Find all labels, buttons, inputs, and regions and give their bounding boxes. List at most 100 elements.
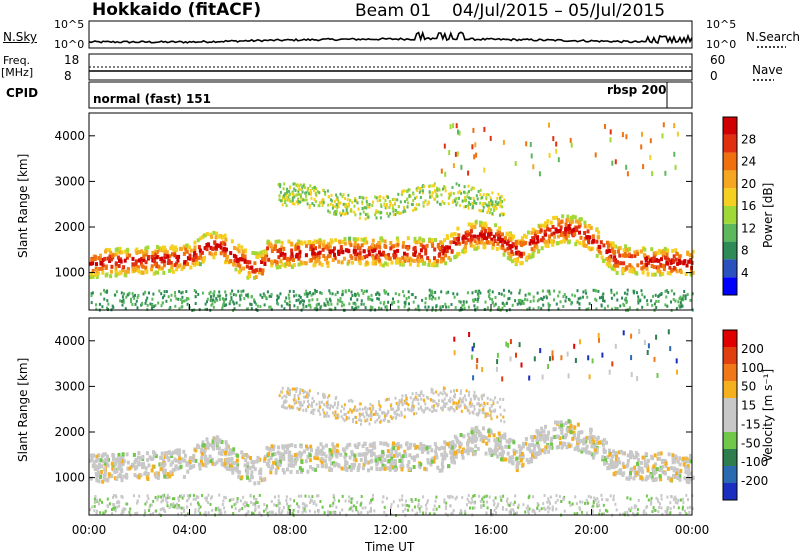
heatmap-cell: [309, 291, 312, 295]
heatmap-cell: [435, 259, 439, 264]
heatmap-cell: [211, 495, 213, 499]
heatmap-cell: [396, 198, 399, 202]
heatmap-cell: [471, 500, 474, 504]
heatmap-cell: [445, 453, 449, 458]
heatmap-cell: [479, 437, 483, 442]
heatmap-cell: [277, 445, 281, 450]
heatmap-cell: [522, 251, 526, 256]
heatmap-cell: [252, 460, 256, 465]
heatmap-cell: [383, 290, 386, 294]
heatmap-cell: [496, 454, 500, 459]
heatmap-cell: [202, 233, 206, 238]
heatmap-cell: [227, 451, 231, 456]
heatmap-cell: [417, 258, 421, 263]
heatmap-cell: [406, 190, 409, 193]
heatmap-cell: [483, 226, 487, 231]
heatmap-cell: [313, 239, 317, 244]
heatmap-cell: [363, 255, 367, 260]
heatmap-cell: [371, 404, 374, 408]
heatmap-cell: [263, 294, 266, 298]
heatmap-cell: [500, 498, 503, 502]
heatmap-cell: [637, 301, 640, 305]
heatmap-cell: [281, 386, 284, 390]
heatmap-cell: [336, 206, 339, 209]
heatmap-cell: [433, 442, 437, 446]
heatmap-cell: [655, 306, 658, 309]
heatmap-cell: [497, 306, 500, 309]
heatmap-cell: [279, 390, 282, 394]
heatmap-cell: [452, 237, 456, 242]
heatmap-cell: [147, 254, 151, 259]
heatmap-cell: [401, 398, 403, 402]
heatmap-cell: [595, 307, 598, 311]
heatmap-cell: [547, 449, 551, 454]
heatmap-cell: [94, 266, 98, 271]
heatmap-cell: [586, 450, 590, 455]
heatmap-cell: [616, 307, 619, 310]
heatmap-cell: [259, 476, 263, 481]
heatmap-cell: [408, 445, 412, 450]
heatmap-cell: [385, 262, 389, 267]
heatmap-cell: [364, 506, 367, 510]
heatmap-cell: [169, 246, 173, 251]
heatmap-cell: [617, 450, 621, 455]
heatmap-cell: [170, 244, 174, 249]
heatmap-cell: [343, 212, 346, 216]
heatmap-cell: [602, 299, 604, 302]
heatmap-cell: [176, 258, 180, 263]
heatmap-cell: [269, 456, 273, 461]
heatmap-cell: [372, 452, 376, 457]
heatmap-cell: [331, 442, 335, 447]
heatmap-cell: [150, 503, 153, 507]
heatmap-cell: [645, 266, 649, 271]
heatmap-cell: [500, 237, 504, 242]
heatmap-cell: [559, 300, 562, 304]
heatmap-cell: [435, 455, 439, 460]
heatmap-cell: [527, 447, 531, 452]
heatmap-cell: [113, 503, 116, 507]
heatmap-cell: [305, 444, 308, 449]
beam-label: Beam 01: [355, 1, 432, 21]
heatmap-cell: [491, 191, 494, 195]
heatmap-cell: [305, 194, 307, 198]
heatmap-cell: [630, 467, 634, 472]
heatmap-cell: [185, 461, 189, 466]
heatmap-cell: [613, 293, 616, 297]
heatmap-cell: [601, 294, 604, 298]
heatmap-cell: [398, 293, 401, 297]
heatmap-cell: [289, 469, 293, 474]
heatmap-cell: [686, 464, 690, 469]
heatmap-cell: [507, 444, 511, 449]
heatmap-cell: [389, 212, 392, 216]
heatmap-cell: [630, 254, 634, 259]
heatmap-cell: [582, 437, 586, 442]
heatmap-cell: [391, 204, 394, 208]
heatmap-cell: [494, 445, 498, 450]
heatmap-cell: [225, 465, 229, 470]
heatmap-cell: [592, 435, 596, 440]
heatmap-cell: [328, 249, 332, 254]
heatmap-cell: [245, 293, 248, 297]
heatmap-cell: [650, 264, 654, 268]
heatmap-cell: [286, 187, 289, 191]
heatmap-cell: [355, 421, 358, 424]
heatmap-cell: [413, 206, 416, 210]
heatmap-cell: [230, 463, 234, 468]
heatmap-cell: [676, 501, 679, 505]
heatmap-cell: [331, 206, 334, 210]
heatmap-cell: [348, 442, 352, 447]
heatmap-cell: [185, 249, 189, 254]
heatmap-cell: [150, 255, 154, 259]
heatmap-cell: [230, 456, 234, 461]
heatmap-cell: [625, 253, 628, 258]
heatmap-cell: [330, 404, 332, 408]
heatmap-cell: [426, 256, 430, 261]
heatmap-cell: [456, 237, 460, 241]
heatmap-cell: [477, 296, 480, 300]
heatmap-cell: [434, 297, 437, 301]
heatmap-cell: [175, 267, 179, 272]
heatmap-cell: [360, 422, 362, 426]
heatmap-cell: [99, 253, 102, 258]
heatmap-cell: [602, 292, 605, 296]
heatmap-cell: [163, 474, 167, 479]
